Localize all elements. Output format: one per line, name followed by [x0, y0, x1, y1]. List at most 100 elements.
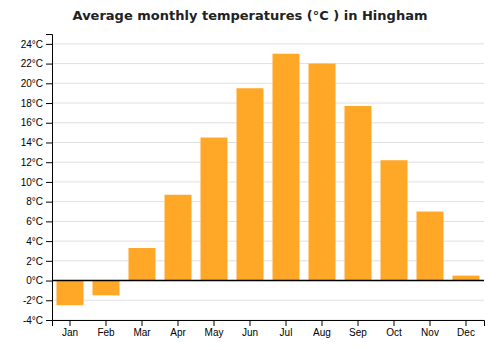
bar: [201, 138, 228, 281]
x-tick-label: Jan: [62, 327, 78, 338]
x-tick: Apr: [170, 320, 186, 338]
x-tick-mark: [178, 320, 179, 326]
chart: Average monthly temperatures (°C ) in Hi…: [0, 0, 500, 350]
y-tick-mark: [46, 221, 52, 222]
x-tick: Oct: [386, 320, 402, 338]
y-axis-line: [46, 35, 53, 321]
bar: [57, 281, 84, 306]
y-tick-label: 4°C: [26, 236, 43, 247]
x-tick-mark: [430, 320, 431, 326]
grid-line: [52, 142, 484, 143]
y-axis: -4°C -2°C 0°C 2°C 4°C 6°C 8°C 10°C 12°C 14°C 16°C 1…: [21, 35, 53, 326]
y-tick: 8°C: [26, 196, 52, 207]
y-tick-label: -2°C: [23, 295, 43, 306]
y-tick-label: 16°C: [21, 117, 43, 128]
y-tick-mark: [46, 300, 52, 301]
y-tick-label: 22°C: [21, 58, 43, 69]
bar: [309, 64, 336, 281]
y-tick: 12°C: [21, 157, 52, 168]
grid-line: [52, 300, 484, 301]
title: Average monthly temperatures (°C ) in Hi…: [73, 8, 428, 23]
y-tick-label: -4°C: [23, 315, 43, 326]
x-tick-label: Aug: [313, 327, 331, 338]
grid-line: [52, 181, 484, 182]
x-tick-mark: [70, 320, 71, 326]
x-tick-mark: [358, 320, 359, 326]
y-tick: 2°C: [26, 256, 52, 267]
y-tick-mark: [46, 281, 52, 282]
x-tick-mark: [394, 320, 395, 326]
baseline: [52, 280, 484, 282]
bar: [273, 54, 300, 281]
y-tick: 6°C: [26, 216, 52, 227]
y-tick-label: 14°C: [21, 137, 43, 148]
grid-line: [52, 162, 484, 163]
x-tick-label: May: [205, 327, 224, 338]
y-tick-label: 20°C: [21, 78, 43, 89]
bar: [93, 281, 120, 296]
y-tick-label: 0°C: [26, 275, 43, 286]
y-tick: -2°C: [23, 295, 52, 306]
x-tick: Aug: [313, 320, 331, 338]
x-tick-label: Sep: [349, 327, 367, 338]
x-tick-label: Jun: [242, 327, 258, 338]
y-tick: 20°C: [21, 78, 52, 89]
y-tick-mark: [46, 103, 52, 104]
x-tick-mark: [250, 320, 251, 326]
y-tick-mark: [46, 241, 52, 242]
y-tick-mark: [46, 261, 52, 262]
x-tick: Jan: [62, 320, 78, 338]
plot: -4°C -2°C 0°C 2°C 4°C 6°C 8°C 10°C 12°C 14°C 16°C 1…: [21, 35, 485, 339]
y-tick-label: 12°C: [21, 157, 43, 168]
x-tick: May: [205, 320, 224, 338]
grid-line: [52, 63, 484, 64]
y-tick-label: 24°C: [21, 39, 43, 50]
y-tick: 4°C: [26, 236, 52, 247]
grid-line: [52, 122, 484, 123]
x-tick-label: Apr: [170, 327, 186, 338]
bar: [381, 160, 408, 280]
x-tick-label: Dec: [457, 327, 475, 338]
x-tick-label: Oct: [386, 327, 402, 338]
x-axis-line: [53, 321, 485, 327]
x-tick-mark: [322, 320, 323, 326]
y-tick-label: 8°C: [26, 196, 43, 207]
bar: [417, 212, 444, 281]
x-tick: Nov: [421, 320, 439, 338]
grid-line: [52, 280, 484, 281]
y-tick-label: 2°C: [26, 256, 43, 267]
y-tick: 22°C: [21, 58, 52, 69]
y-tick: 10°C: [21, 177, 52, 188]
x-tick: Sep: [349, 320, 367, 338]
y-tick-mark: [46, 83, 52, 84]
y-tick-label: 18°C: [21, 98, 43, 109]
y-tick-label: 10°C: [21, 177, 43, 188]
y-tick: 14°C: [21, 137, 52, 148]
x-tick-label: Feb: [97, 327, 115, 338]
y-tick: 16°C: [21, 117, 52, 128]
x-tick: Dec: [457, 320, 475, 338]
grid-line: [52, 43, 484, 44]
y-tick: 24°C: [21, 39, 52, 50]
x-tick-mark: [106, 320, 107, 326]
y-tick-mark: [46, 44, 52, 45]
grid: [52, 44, 484, 320]
x-tick-label: Mar: [133, 327, 151, 338]
y-tick: -4°C: [23, 315, 52, 326]
y-tick-label: 6°C: [26, 216, 43, 227]
x-tick-mark: [214, 320, 215, 326]
bar: [237, 88, 264, 280]
y-tick-mark: [46, 202, 52, 203]
grid-line: [52, 83, 484, 84]
bar: [165, 195, 192, 281]
bars: [52, 54, 484, 305]
x-axis: Jan Feb Mar Apr May Jun Jul Aug Sep Oct Nov Dec: [53, 320, 485, 338]
bar: [129, 248, 156, 281]
x-tick: Jul: [280, 320, 293, 338]
y-tick-mark: [46, 182, 52, 183]
y-tick: 18°C: [21, 98, 52, 109]
x-tick-mark: [466, 320, 467, 326]
x-tick-mark: [142, 320, 143, 326]
y-tick-mark: [46, 320, 52, 321]
y-tick-mark: [46, 64, 52, 65]
